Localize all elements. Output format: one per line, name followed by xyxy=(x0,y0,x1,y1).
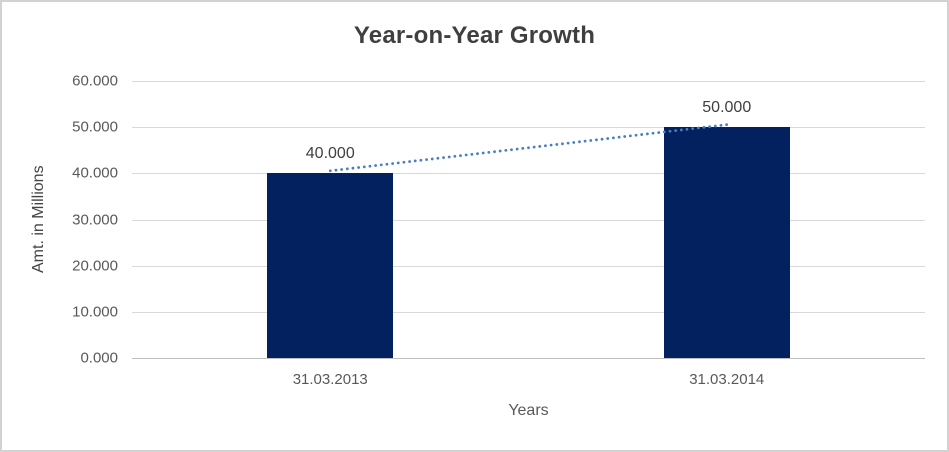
gridline xyxy=(132,127,925,129)
data-label: 50.000 xyxy=(702,99,752,117)
y-tick-label: 0.000 xyxy=(80,349,118,367)
gridline xyxy=(132,265,925,267)
x-tick-label: 31.03.2014 xyxy=(689,371,765,388)
y-tick-label: 30.000 xyxy=(72,211,118,228)
x-axis-title: Years xyxy=(508,402,549,419)
gridline xyxy=(132,173,925,175)
x-tick-label: 31.03.2013 xyxy=(292,371,368,388)
y-tick-label: 20.000 xyxy=(72,257,118,275)
data-label: 40.000 xyxy=(305,145,355,163)
gridline xyxy=(132,81,925,82)
gridline xyxy=(132,358,925,359)
y-tick-label: 40.000 xyxy=(72,164,118,182)
gridline xyxy=(132,219,925,221)
bar-31.03.2014 xyxy=(663,127,790,358)
y-tick-label: 50.000 xyxy=(72,118,118,136)
gridline xyxy=(132,311,925,313)
chart-title: Year-on-Year Growth xyxy=(353,22,596,49)
y-tick-label: 10.000 xyxy=(72,303,118,321)
bar-31.03.2013 xyxy=(267,173,394,358)
y-tick-label: 60.000 xyxy=(72,72,118,90)
